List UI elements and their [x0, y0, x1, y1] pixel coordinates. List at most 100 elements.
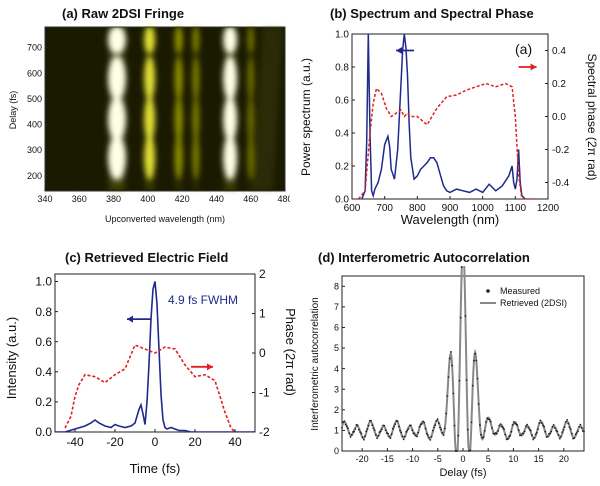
measured-point [422, 420, 424, 423]
y-axis-label: Intensity (a.u.) [4, 317, 19, 399]
measured-point [479, 424, 481, 426]
measured-point [485, 421, 487, 423]
measured-point [362, 438, 365, 441]
y-tick-label: 0.6 [335, 96, 349, 107]
measured-point [447, 376, 450, 378]
measured-point [424, 427, 427, 430]
measured-point [523, 430, 526, 433]
x-tick-label: 800 [409, 203, 426, 214]
measured-point [578, 425, 581, 428]
legend-measured-marker [486, 289, 490, 293]
y-tick-label: 1.0 [35, 275, 52, 289]
measured-point [347, 427, 349, 430]
measured-point [512, 421, 515, 423]
measured-point [365, 430, 368, 433]
measured-point [417, 431, 420, 434]
measured-point [470, 421, 473, 424]
measured-point [517, 429, 520, 432]
measured-point [510, 430, 513, 433]
x-tick-label: 40 [228, 435, 242, 449]
x-axis-label: Delay (fs) [439, 467, 486, 479]
measured-point [534, 433, 537, 436]
heatmap-fringe [174, 135, 183, 180]
measured-point [445, 412, 447, 415]
x-tick-label: 420 [175, 194, 190, 204]
y2-tick-label: 1 [259, 307, 266, 321]
measured-point [496, 432, 498, 435]
measured-point [350, 433, 353, 436]
y2-tick-label: 0.0 [552, 112, 566, 123]
measured-point [458, 379, 461, 382]
measured-point [551, 425, 554, 428]
measured-point [416, 435, 418, 438]
y2-tick-label: -2 [259, 425, 270, 439]
heatmap-background [45, 27, 285, 191]
heatmap-fringe [144, 25, 156, 54]
heatmap-streak [253, 26, 265, 192]
x-axis-label: Time (fs) [130, 461, 181, 476]
measured-point [427, 434, 429, 436]
measured-point [567, 422, 570, 425]
heatmap-fringe [192, 97, 200, 142]
measured-point [373, 429, 376, 431]
panel-a-title: (a) Raw 2DSI Fringe [62, 6, 185, 21]
measured-point [577, 430, 579, 433]
measured-point [486, 417, 489, 419]
measured-point [401, 435, 404, 438]
measured-point [431, 429, 434, 432]
heatmap-fringe [247, 135, 255, 180]
heatmap-streak [256, 26, 269, 192]
measured-point [456, 450, 458, 452]
measured-point [364, 435, 366, 437]
heatmap-fringe [247, 56, 255, 101]
measured-point [405, 431, 407, 433]
measured-point [535, 431, 538, 434]
x-axis-ticks: 340 360 380 400 420 440 460 480 [37, 188, 290, 204]
measured-point [425, 432, 428, 435]
measured-point [474, 352, 476, 355]
measured-point [537, 428, 539, 431]
measured-point [390, 433, 393, 436]
y-tick-label: 700 [27, 43, 42, 53]
measured-point [575, 432, 578, 434]
heatmap-fringe [192, 56, 200, 101]
x-tick-label: -40 [66, 435, 84, 449]
measured-point [345, 425, 348, 428]
measured-point [358, 428, 360, 431]
arrow-head [530, 63, 537, 71]
heatmap-fringe [108, 56, 126, 101]
x-tick-label: 400 [140, 194, 155, 204]
y-tick-label: 0.0 [335, 195, 349, 206]
y2-tick-label: 0 [259, 346, 266, 360]
measured-point [539, 419, 542, 422]
measured-point [448, 357, 451, 360]
x-tick-label: 1100 [505, 203, 527, 214]
heatmap-streak [270, 26, 282, 192]
measured-point [398, 425, 400, 428]
measured-point [561, 431, 564, 433]
measured-point [343, 420, 346, 423]
measured-point [437, 422, 440, 425]
measured-point [428, 436, 430, 439]
x-tick-label: 0 [152, 435, 159, 449]
x-tick-label: -5 [434, 454, 442, 464]
measured-point [500, 425, 503, 428]
measured-point [387, 432, 389, 435]
heatmap-fringe [108, 135, 126, 180]
measured-point [489, 420, 492, 423]
y2-axis-label: Phase (2π rad) [283, 308, 298, 396]
x-tick-label: 700 [376, 203, 393, 214]
measured-point [344, 423, 347, 426]
measured-point [502, 426, 504, 429]
measured-point [563, 426, 566, 428]
measured-point [469, 449, 472, 452]
measured-point [418, 425, 421, 428]
measured-point [542, 424, 544, 427]
measured-point [571, 432, 573, 435]
y-axis-label: Delay (fs) [8, 91, 18, 130]
measured-point [544, 430, 547, 433]
measured-point [498, 424, 501, 427]
x-axis-ticks: -20 -15 -10 -5 0 5 10 15 20 [356, 448, 569, 464]
x-tick-label: -10 [406, 454, 419, 464]
measured-point [370, 419, 372, 422]
